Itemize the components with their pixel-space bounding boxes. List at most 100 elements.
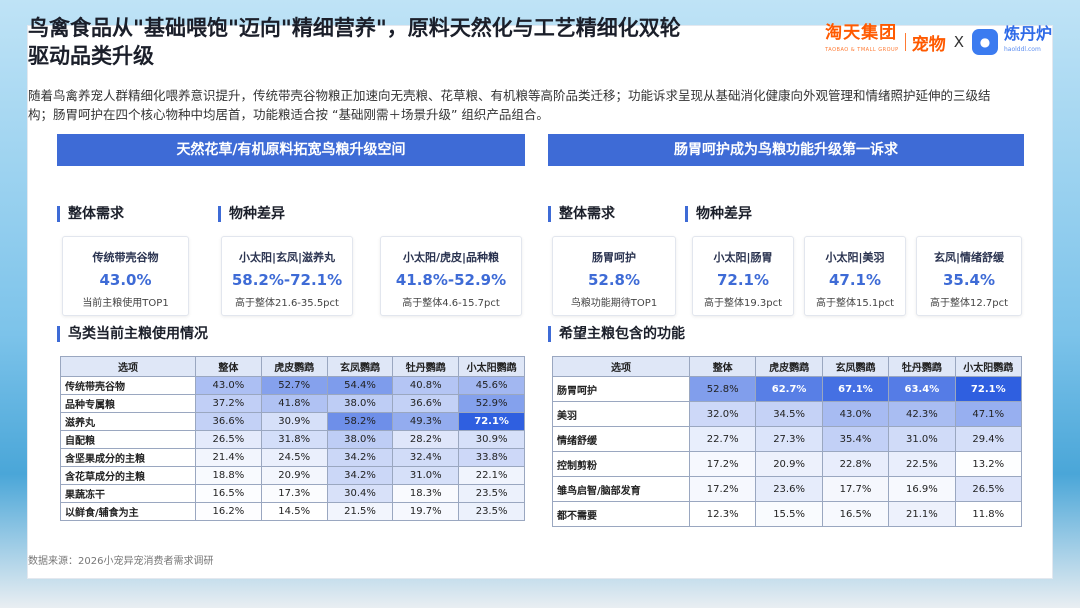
table-cell: 30.9% bbox=[458, 430, 525, 449]
table-cell: 14.5% bbox=[260, 502, 328, 521]
table-cell: 24.5% bbox=[260, 448, 328, 467]
kpi-note: 高于整体4.6-15.7pct bbox=[402, 298, 500, 309]
table-cell: 26.5% bbox=[954, 476, 1023, 502]
table-cell: 72.1% bbox=[458, 412, 525, 431]
row-label: 雏鸟启智/脑部发育 bbox=[552, 476, 690, 502]
table-cell: 22.7% bbox=[688, 426, 757, 452]
left-section-species: 物种差异 bbox=[218, 206, 285, 222]
table-cell: 36.6% bbox=[195, 412, 262, 431]
table-cell: 35.4% bbox=[821, 426, 890, 452]
left-panel-banner: 天然花草/有机原料拓宽鸟粮升级空间 bbox=[57, 134, 525, 166]
table-cell: 34.2% bbox=[326, 448, 394, 467]
table-row: 情绪舒缓 22.7% 27.3% 35.4% 31.0% 29.4% bbox=[552, 426, 1023, 452]
left-kpi-card: 小太阳/虎皮|品种粮 41.8%-52.9% 高于整体4.6-15.7pct bbox=[380, 236, 522, 316]
kpi-label: 小太阳|玄凤|滋养丸 bbox=[238, 251, 336, 264]
row-label: 含花草成分的主粮 bbox=[60, 466, 196, 485]
page-title: 鸟禽食品从"基础喂饱"迈向"精细营养"，原料天然化与工艺精细化双轮 驱动品类升级 bbox=[28, 14, 728, 70]
table-cell: 23.5% bbox=[458, 502, 525, 521]
desired-function-table: 选项 整体 虎皮鹦鹉 玄凤鹦鹉 牡丹鹦鹉 小太阳鹦鹉 肠胃呵护 52.8% 62.7% 67.1… bbox=[552, 356, 1023, 527]
table-cell: 33.8% bbox=[458, 448, 525, 467]
table-row: 品种专属粮 37.2% 41.8% 38.0% 36.6% 52.9% bbox=[60, 394, 525, 413]
main-food-usage-table: 选项 整体 虎皮鹦鹉 玄凤鹦鹉 牡丹鹦鹉 小太阳鹦鹉 传统带壳谷物 43.0% 52.7% 54… bbox=[60, 356, 525, 521]
table-cell: 28.2% bbox=[392, 430, 460, 449]
kpi-value: 58.2%-72.1% bbox=[231, 271, 343, 289]
table-row: 含坚果成分的主粮 21.4% 24.5% 34.2% 32.4% 33.8% bbox=[60, 448, 525, 467]
kpi-label: 玄凤|情绪舒缓 bbox=[933, 251, 1005, 264]
table-cell: 31.0% bbox=[392, 466, 460, 485]
column-header: 虎皮鹦鹉 bbox=[755, 356, 823, 377]
table-cell: 36.6% bbox=[392, 394, 460, 413]
liandanlu-logo-icon: ● bbox=[971, 29, 998, 55]
table-cell: 21.1% bbox=[888, 501, 956, 527]
table-cell: 72.1% bbox=[954, 376, 1023, 402]
row-label: 情绪舒缓 bbox=[552, 426, 690, 452]
table-cell: 12.3% bbox=[688, 501, 757, 527]
right-kpi-card: 肠胃呵护 52.8% 鸟粮功能期待TOP1 bbox=[552, 236, 676, 316]
column-header: 小太阳鹦鹉 bbox=[458, 356, 525, 377]
table-cell: 30.4% bbox=[326, 484, 394, 503]
table-cell: 21.4% bbox=[195, 448, 262, 467]
table-cell: 20.9% bbox=[260, 466, 328, 485]
table-cell: 30.9% bbox=[260, 412, 328, 431]
liandanlu-logo-en: haolddl.com bbox=[1003, 46, 1041, 53]
table-cell: 45.6% bbox=[458, 376, 525, 395]
table-cell: 23.5% bbox=[458, 484, 525, 503]
table-cell: 16.5% bbox=[821, 501, 890, 527]
kpi-note: 高于整体19.3pct bbox=[703, 298, 783, 309]
table-cell: 26.5% bbox=[195, 430, 262, 449]
table-row: 都不需要 12.3% 15.5% 16.5% 21.1% 11.8% bbox=[552, 501, 1023, 527]
kpi-value: 41.8%-52.9% bbox=[395, 271, 507, 289]
row-label: 都不需要 bbox=[552, 501, 690, 527]
table-cell: 31.8% bbox=[260, 430, 328, 449]
kpi-value: 35.4% bbox=[942, 271, 996, 289]
table-row: 肠胃呵护 52.8% 62.7% 67.1% 63.4% 72.1% bbox=[552, 376, 1023, 402]
title-line-2: 驱动品类升级 bbox=[28, 44, 154, 68]
table-cell: 38.0% bbox=[326, 430, 394, 449]
table-row: 自配粮 26.5% 31.8% 38.0% 28.2% 30.9% bbox=[60, 430, 525, 449]
left-section-overall: 整体需求 bbox=[57, 206, 124, 222]
table-cell: 29.4% bbox=[954, 426, 1023, 452]
table-cell: 52.7% bbox=[260, 376, 328, 395]
table-cell: 32.0% bbox=[688, 401, 757, 427]
column-header-option: 选项 bbox=[60, 356, 196, 377]
table-cell: 38.0% bbox=[326, 394, 394, 413]
kpi-label: 小太阳/虎皮|品种粮 bbox=[402, 251, 500, 264]
table-row: 雏鸟启智/脑部发育 17.2% 23.6% 17.7% 16.9% 26.5% bbox=[552, 476, 1023, 502]
table-cell: 16.9% bbox=[888, 476, 956, 502]
table-cell: 17.2% bbox=[688, 451, 757, 477]
table-cell: 32.4% bbox=[392, 448, 460, 467]
right-section-species: 物种差异 bbox=[685, 206, 752, 222]
table-cell: 40.8% bbox=[392, 376, 460, 395]
kpi-value: 72.1% bbox=[716, 271, 770, 289]
table-cell: 42.3% bbox=[888, 401, 956, 427]
column-header: 整体 bbox=[688, 356, 757, 377]
liandanlu-logo: 炼丹炉 haolddl.com bbox=[1004, 26, 1052, 58]
table-cell: 58.2% bbox=[326, 412, 394, 431]
kpi-note: 鸟粮功能期待TOP1 bbox=[570, 298, 658, 309]
table-cell: 23.6% bbox=[755, 476, 823, 502]
table-cell: 21.5% bbox=[326, 502, 394, 521]
table-cell: 52.8% bbox=[688, 376, 757, 402]
table-cell: 17.2% bbox=[688, 476, 757, 502]
kpi-value: 52.8% bbox=[587, 271, 641, 289]
table-cell: 34.2% bbox=[326, 466, 394, 485]
table-cell: 13.2% bbox=[954, 451, 1023, 477]
row-label: 控制剪粉 bbox=[552, 451, 690, 477]
pet-logo-text: 宠物 bbox=[911, 34, 946, 55]
table-row: 美羽 32.0% 34.5% 43.0% 42.3% 47.1% bbox=[552, 401, 1023, 427]
table-cell: 17.7% bbox=[821, 476, 890, 502]
table-cell: 37.2% bbox=[195, 394, 262, 413]
left-kpi-card: 传统带壳谷物 43.0% 当前主粮使用TOP1 bbox=[62, 236, 189, 316]
table-cell: 63.4% bbox=[888, 376, 956, 402]
column-header: 牡丹鹦鹉 bbox=[888, 356, 956, 377]
table-row: 控制剪粉 17.2% 20.9% 22.8% 22.5% 13.2% bbox=[552, 451, 1023, 477]
table-cell: 43.0% bbox=[821, 401, 890, 427]
table-cell: 16.2% bbox=[195, 502, 262, 521]
column-header: 牡丹鹦鹉 bbox=[392, 356, 460, 377]
data-source-note: 数据来源：2026小宠异宠消费者需求调研 bbox=[28, 556, 214, 567]
row-label: 滋养丸 bbox=[60, 412, 196, 431]
row-label: 以鲜食/辅食为主 bbox=[60, 502, 196, 521]
liandanlu-logo-text: 炼丹炉 bbox=[1003, 24, 1052, 43]
table-cell: 11.8% bbox=[954, 501, 1023, 527]
taotian-logo: 淘天集团 TAOBAO & TMALL GROUP bbox=[825, 25, 899, 59]
